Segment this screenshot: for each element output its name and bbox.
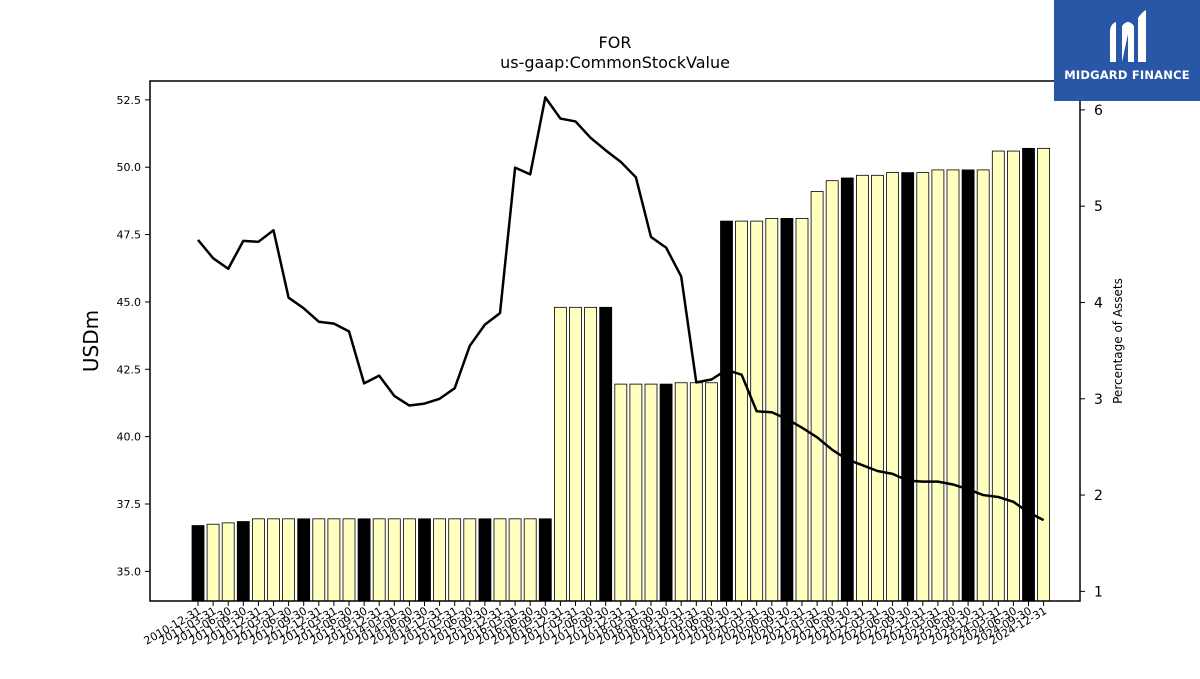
y-tick-label: 52.5 [117, 94, 142, 107]
bar-2023-09-30 [961, 169, 975, 602]
y2-tick-label: 2 [1094, 488, 1103, 504]
bar-2016-03-31 [508, 518, 522, 602]
bar-2012-06-30 [282, 518, 296, 602]
bar-2019-09-30 [720, 220, 733, 602]
bar-2013-12-31 [372, 518, 386, 602]
bar-2021-12-31 [856, 174, 869, 602]
bar-2015-12-31 [493, 518, 507, 602]
bar-2019-12-31 [735, 220, 748, 602]
y2-tick-label: 1 [1094, 584, 1103, 600]
logo-text: MIDGARD FINANCE [1064, 68, 1190, 82]
bar-2017-03-31 [569, 306, 582, 602]
bar-2022-06-30 [886, 172, 899, 602]
bar-2021-06-30 [825, 180, 839, 602]
y-tick-label: 50.0 [117, 161, 142, 174]
bar-2022-12-31 [916, 172, 930, 602]
plot-frame [149, 80, 1081, 602]
bar-2018-06-30 [644, 383, 658, 602]
bar-2020-12-31 [795, 218, 809, 602]
bar-2013-03-31 [327, 518, 341, 602]
percentage-line [197, 96, 1045, 522]
bar-2016-12-31 [554, 306, 567, 602]
bar-2018-12-31 [674, 382, 688, 602]
bar-2024-06-30 [1007, 150, 1020, 602]
bar-2024-12-31 [1037, 147, 1050, 602]
bar-2021-03-31 [810, 191, 824, 602]
y2-tick-label: 4 [1094, 295, 1103, 311]
bar-2024-09-30 [1022, 147, 1035, 602]
bar-2022-09-30 [901, 172, 915, 602]
bar-2014-09-30 [418, 518, 431, 602]
y-tick-label: 45.0 [117, 296, 142, 309]
bar-2023-12-31 [976, 169, 990, 602]
bar-2013-09-30 [357, 518, 371, 602]
bar-2017-12-31 [614, 383, 628, 602]
line-layer [197, 96, 1045, 522]
chart-subtitle: us-gaap:CommonStockValue [500, 53, 730, 72]
bar-2011-09-30 [236, 521, 250, 602]
bar-2012-03-31 [267, 518, 280, 602]
bar-2015-03-31 [448, 518, 462, 602]
bar-2024-03-31 [991, 150, 1005, 602]
bar-2011-03-31 [206, 523, 220, 602]
y2-axis-label: Percentage of Assets [1111, 278, 1125, 404]
bar-2011-06-30 [221, 522, 235, 602]
bar-2012-12-31 [312, 518, 326, 602]
y-axis-label: USDm [79, 310, 103, 372]
bar-2014-03-31 [387, 518, 401, 602]
bar-2021-09-30 [840, 177, 854, 602]
bar-2018-03-31 [629, 383, 643, 602]
bar-2017-09-30 [599, 306, 613, 602]
y2-tick-label: 5 [1094, 199, 1103, 215]
bar-2013-06-30 [342, 518, 356, 602]
bar-2019-06-30 [705, 382, 718, 602]
bar-2014-12-31 [433, 518, 447, 602]
axes-layer [149, 80, 1081, 602]
y-tick-label: 47.5 [117, 229, 142, 242]
bar-2018-09-30 [659, 383, 673, 602]
y2-tick-label: 6 [1094, 103, 1103, 119]
bar-2010-12-31 [191, 525, 205, 602]
bar-2020-06-30 [765, 218, 779, 602]
bar-2019-03-31 [689, 382, 703, 602]
y2-tick-label: 3 [1094, 392, 1103, 408]
bar-2020-09-30 [780, 218, 794, 602]
bar-2011-12-31 [251, 518, 265, 602]
bar-2015-09-30 [478, 518, 492, 602]
y-tick-label: 40.0 [117, 431, 142, 444]
bar-2016-09-30 [538, 518, 552, 602]
logo-mark-icon [1110, 10, 1146, 62]
bar-2012-09-30 [297, 518, 311, 602]
bar-2014-06-30 [402, 518, 416, 602]
bars-layer [191, 147, 1050, 602]
bar-2023-06-30 [946, 169, 960, 602]
brand-logo: MIDGARD FINANCE [1054, 0, 1200, 101]
ticks-layer: 35.037.540.042.545.047.550.052.512345620… [117, 94, 1104, 648]
chart-title: FOR [599, 33, 632, 52]
bar-2017-06-30 [584, 306, 597, 602]
y-tick-label: 35.0 [117, 565, 142, 578]
y-tick-label: 42.5 [117, 363, 142, 376]
bar-2016-06-30 [523, 518, 537, 602]
bar-2023-03-31 [931, 169, 945, 602]
bar-2022-03-31 [871, 174, 884, 602]
bar-2015-06-30 [463, 518, 477, 602]
y-tick-label: 37.5 [117, 498, 142, 511]
